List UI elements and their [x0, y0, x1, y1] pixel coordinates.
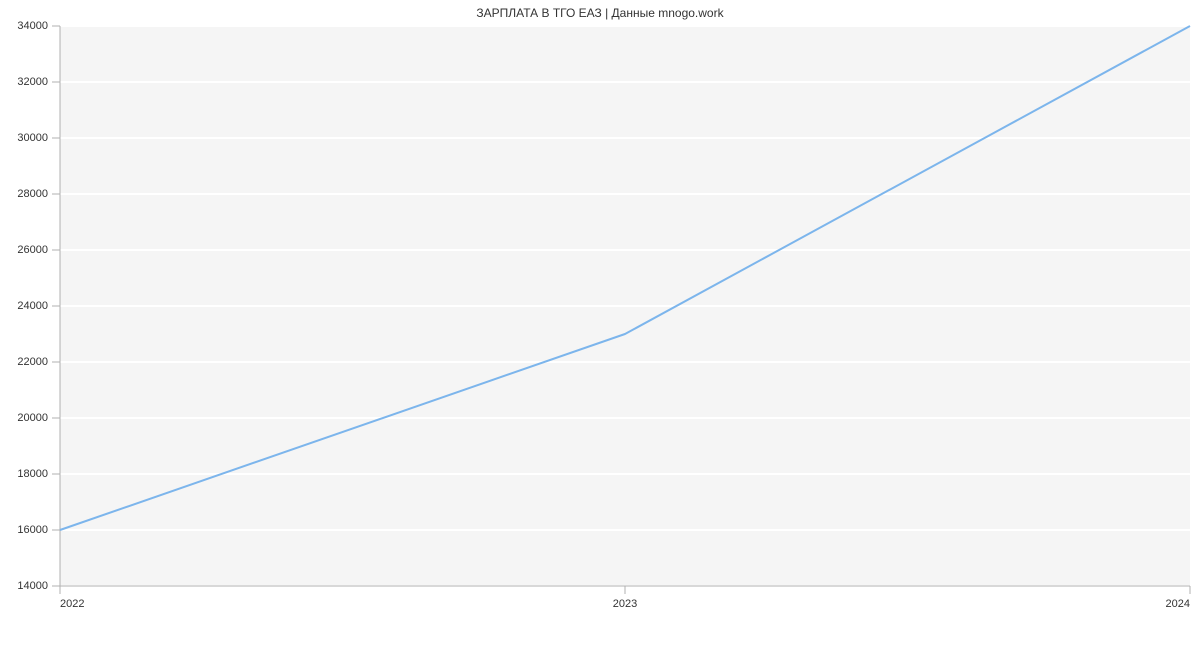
- chart-svg: [0, 20, 1200, 646]
- y-tick-label: 20000: [8, 412, 48, 424]
- chart-title: ЗАРПЛАТА В ТГО ЕАЗ | Данные mnogo.work: [0, 0, 1200, 20]
- x-tick-label: 2024: [1166, 598, 1190, 610]
- y-tick-label: 24000: [8, 300, 48, 312]
- x-tick-label: 2022: [60, 598, 84, 610]
- y-tick-label: 14000: [8, 580, 48, 592]
- y-tick-label: 34000: [8, 20, 48, 32]
- y-tick-label: 18000: [8, 468, 48, 480]
- x-tick-label: 2023: [613, 598, 637, 610]
- y-tick-label: 22000: [8, 356, 48, 368]
- y-tick-label: 32000: [8, 76, 48, 88]
- y-tick-label: 30000: [8, 132, 48, 144]
- y-tick-label: 26000: [8, 244, 48, 256]
- y-tick-label: 16000: [8, 524, 48, 536]
- chart-area: 14000 16000 18000 20000 22000 24000 26000 28000…: [0, 20, 1200, 646]
- y-tick-label: 28000: [8, 188, 48, 200]
